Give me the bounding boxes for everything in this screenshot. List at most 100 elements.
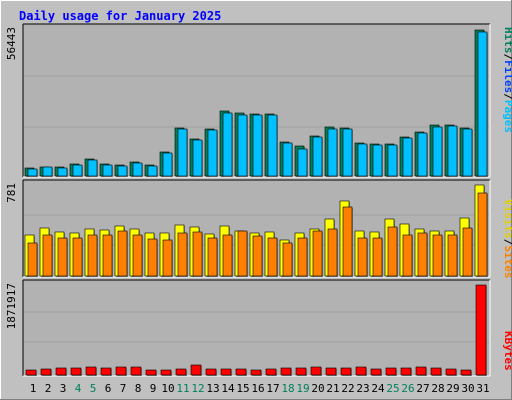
x-label-day-13: 13 xyxy=(206,382,219,395)
x-label-day-27: 27 xyxy=(416,382,429,395)
bar-sites-day-8 xyxy=(132,234,143,277)
bar-files-day-31 xyxy=(477,31,488,177)
bar-files-day-28 xyxy=(432,126,443,177)
x-label-day-11: 11 xyxy=(176,382,189,395)
bar-kbytes-day-29 xyxy=(445,368,457,376)
bar-kbytes-day-4 xyxy=(70,367,82,376)
x-label-day-21: 21 xyxy=(326,382,339,395)
bar-kbytes-day-28 xyxy=(430,367,442,376)
bar-sites-day-11 xyxy=(177,232,188,277)
bar-sites-day-2 xyxy=(42,234,53,277)
legend-sep-2: / xyxy=(502,93,512,100)
bar-sites-day-24 xyxy=(372,237,383,277)
bar-kbytes-day-12 xyxy=(190,364,202,376)
bar-kbytes-day-21 xyxy=(325,367,337,376)
bar-files-day-30 xyxy=(462,128,473,177)
legend-sites: Sites xyxy=(502,245,512,278)
legend-hits-files-pages: Hits/Files/Pages xyxy=(502,27,512,133)
panel-kbytes xyxy=(22,279,491,377)
bar-kbytes-day-31 xyxy=(475,284,487,376)
bar-files-day-2 xyxy=(42,166,53,177)
bar-files-day-8 xyxy=(132,162,143,177)
bar-sites-day-29 xyxy=(447,234,458,277)
x-label-day-26: 26 xyxy=(401,382,414,395)
x-label-day-18: 18 xyxy=(281,382,294,395)
legend-sep-3: / xyxy=(502,239,512,246)
bar-files-day-9 xyxy=(147,165,158,177)
bar-kbytes-day-13 xyxy=(205,368,217,376)
chart-title: Daily usage for January 2025 xyxy=(19,9,221,23)
bar-sites-day-18 xyxy=(282,242,293,277)
bar-files-day-3 xyxy=(57,167,68,177)
x-label-day-29: 29 xyxy=(446,382,459,395)
bar-files-day-16 xyxy=(252,114,263,177)
bar-kbytes-day-19 xyxy=(295,367,307,376)
bar-sites-day-16 xyxy=(252,235,263,277)
bar-files-day-14 xyxy=(222,112,233,177)
bar-files-day-7 xyxy=(117,165,128,177)
bar-sites-day-13 xyxy=(207,237,218,277)
bar-sites-day-30 xyxy=(462,227,473,277)
bar-kbytes-day-2 xyxy=(40,368,52,376)
legend-kbytes: KBytes xyxy=(502,331,512,371)
x-label-day-31: 31 xyxy=(476,382,489,395)
legend-sep-1: / xyxy=(502,54,512,61)
legend-visits-sites: Visits/Sites xyxy=(502,199,512,279)
bar-kbytes-day-20 xyxy=(310,366,322,376)
legend-hits: Hits xyxy=(502,27,512,54)
bar-sites-day-6 xyxy=(102,234,113,277)
x-label-day-6: 6 xyxy=(105,382,112,395)
bar-files-day-15 xyxy=(237,114,248,177)
bar-sites-day-20 xyxy=(312,230,323,277)
bar-sites-day-22 xyxy=(342,206,353,277)
x-label-day-3: 3 xyxy=(60,382,67,395)
x-label-day-22: 22 xyxy=(341,382,354,395)
bar-sites-day-5 xyxy=(87,234,98,277)
bar-kbytes-day-5 xyxy=(85,366,97,376)
x-label-day-16: 16 xyxy=(251,382,264,395)
x-label-day-19: 19 xyxy=(296,382,309,395)
bar-sites-day-21 xyxy=(327,228,338,277)
bar-files-day-6 xyxy=(102,164,113,177)
bars xyxy=(24,29,488,376)
x-axis-day-labels: 1 2 3 4 5 6 7 8 9 10 11 12 13 14 15 16 17 18 19 20 21 22 23 24 2… xyxy=(30,382,490,395)
x-label-day-23: 23 xyxy=(356,382,369,395)
bar-kbytes-day-22 xyxy=(340,367,352,376)
bar-sites-day-9 xyxy=(147,238,158,277)
bar-kbytes-day-27 xyxy=(415,366,427,376)
x-label-day-25: 25 xyxy=(386,382,399,395)
bar-files-day-27 xyxy=(417,132,428,177)
x-label-day-7: 7 xyxy=(120,382,127,395)
bar-sites-day-28 xyxy=(432,234,443,277)
x-label-day-24: 24 xyxy=(371,382,385,395)
bar-kbytes-day-18 xyxy=(280,367,292,376)
hits-y-max-label: 56443 xyxy=(5,27,18,60)
x-label-day-14: 14 xyxy=(221,382,235,395)
bar-files-day-26 xyxy=(402,137,413,177)
bar-files-day-10 xyxy=(162,152,173,177)
bar-sites-day-7 xyxy=(117,230,128,277)
bar-sites-day-25 xyxy=(387,226,398,277)
x-label-day-10: 10 xyxy=(161,382,174,395)
bar-sites-day-14 xyxy=(222,234,233,277)
bar-kbytes-day-26 xyxy=(400,367,412,376)
bar-kbytes-day-6 xyxy=(100,367,112,376)
bar-files-day-23 xyxy=(357,143,368,177)
x-label-day-17: 17 xyxy=(266,382,279,395)
x-label-day-8: 8 xyxy=(135,382,142,395)
bar-files-day-5 xyxy=(87,159,98,177)
bar-files-day-21 xyxy=(327,128,338,177)
bar-kbytes-day-30 xyxy=(460,369,472,376)
bar-files-day-29 xyxy=(447,125,458,177)
bar-kbytes-day-16 xyxy=(250,369,262,376)
bar-kbytes-day-10 xyxy=(160,369,172,376)
bar-sites-day-12 xyxy=(192,231,203,277)
x-label-day-9: 9 xyxy=(150,382,157,395)
bar-kbytes-day-7 xyxy=(115,366,127,376)
x-label-day-1: 1 xyxy=(30,382,37,395)
bar-files-day-13 xyxy=(207,129,218,177)
bar-files-day-12 xyxy=(192,139,203,177)
x-label-day-12: 12 xyxy=(191,382,204,395)
bar-kbytes-day-9 xyxy=(145,369,157,376)
